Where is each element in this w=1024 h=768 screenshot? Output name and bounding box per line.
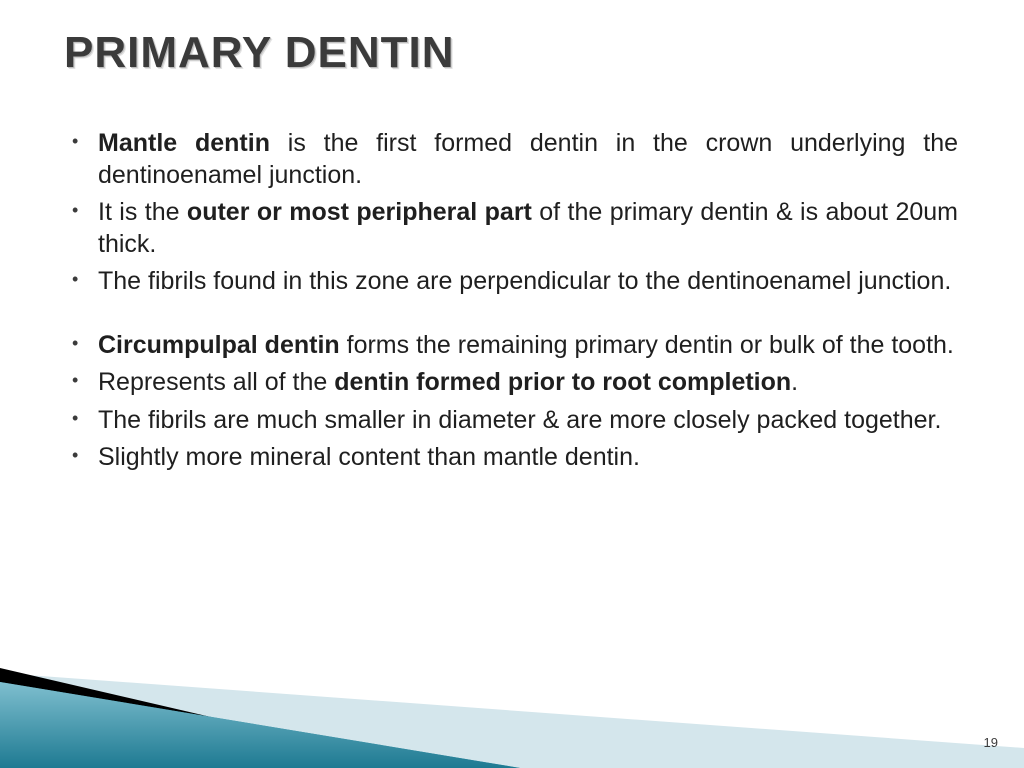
bold-text: dentin formed prior to root completion: [334, 368, 791, 396]
bullet-item: Mantle dentin is the first formed dentin…: [72, 128, 958, 191]
bullet-item: Slightly more mineral content than mantl…: [72, 442, 958, 474]
bold-text: outer or most peripheral part: [187, 198, 532, 226]
slide-title: PRIMARY DENTIN: [64, 28, 454, 78]
bullet-list: Mantle dentin is the first formed dentin…: [72, 128, 958, 474]
bullet-item: The fibrils found in this zone are perpe…: [72, 266, 958, 298]
bullet-gap: [72, 304, 958, 330]
slide: { "title": "PRIMARY DENTIN", "bullets": …: [0, 0, 1024, 768]
text: .: [791, 368, 798, 396]
slide-body: Mantle dentin is the first formed dentin…: [72, 128, 958, 480]
page-number: 19: [984, 735, 998, 750]
text: It is the: [98, 198, 187, 226]
corner-decoration: [0, 638, 1024, 768]
text: Represents all of the: [98, 368, 334, 396]
bold-text: Circumpulpal dentin: [98, 331, 340, 359]
text: forms the remaining primary dentin or bu…: [340, 331, 954, 359]
text: The fibrils found in this zone are perpe…: [98, 267, 951, 295]
bullet-item: It is the outer or most peripheral part …: [72, 197, 958, 260]
bullet-item: The fibrils are much smaller in diameter…: [72, 405, 958, 437]
bold-text: Mantle dentin: [98, 129, 270, 157]
bullet-item: Circumpulpal dentin forms the remaining …: [72, 330, 958, 362]
text: The fibrils are much smaller in diameter…: [98, 406, 941, 434]
bullet-item: Represents all of the dentin formed prio…: [72, 367, 958, 399]
text: Slightly more mineral content than mantl…: [98, 443, 640, 471]
